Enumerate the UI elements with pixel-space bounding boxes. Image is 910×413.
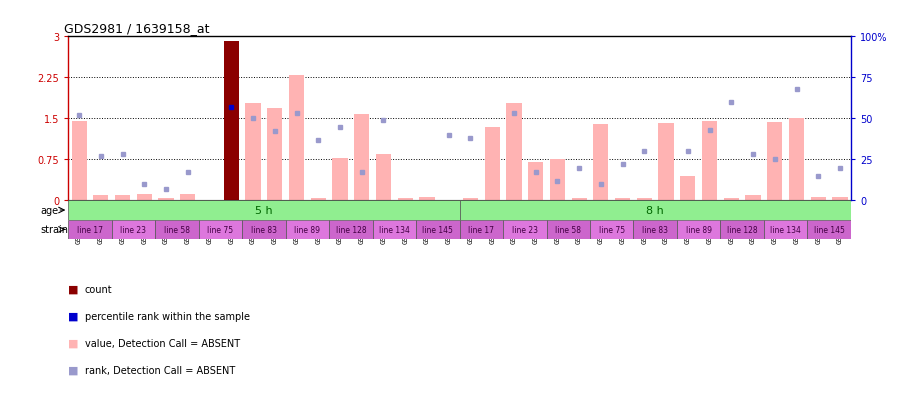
Text: line 89: line 89 <box>294 225 320 234</box>
Text: line 17: line 17 <box>469 225 494 234</box>
Text: age: age <box>40 206 58 216</box>
Bar <box>550 160 565 201</box>
Text: line 58: line 58 <box>164 225 190 234</box>
Text: line 134: line 134 <box>379 225 410 234</box>
Bar <box>702 122 717 201</box>
Text: line 128: line 128 <box>727 225 757 234</box>
Text: rank, Detection Call = ABSENT: rank, Detection Call = ABSENT <box>85 365 235 375</box>
Bar <box>677 220 721 240</box>
Bar <box>811 197 826 201</box>
Bar <box>637 198 652 201</box>
Bar <box>416 220 460 240</box>
Text: line 17: line 17 <box>77 225 103 234</box>
Bar <box>180 194 196 201</box>
Text: line 83: line 83 <box>642 225 668 234</box>
Bar <box>68 220 112 240</box>
Text: count: count <box>85 284 112 294</box>
Bar <box>268 109 282 201</box>
Bar <box>484 127 500 201</box>
Bar <box>590 220 633 240</box>
Bar <box>789 119 804 201</box>
Bar <box>506 104 521 201</box>
Bar <box>246 104 260 201</box>
Text: strain: strain <box>40 225 68 235</box>
Bar <box>767 123 783 201</box>
Bar <box>115 195 130 201</box>
Bar <box>329 220 372 240</box>
Bar <box>593 124 609 201</box>
Text: line 75: line 75 <box>207 225 234 234</box>
Text: ■: ■ <box>68 311 79 321</box>
Bar <box>372 220 416 240</box>
Text: line 23: line 23 <box>511 225 538 234</box>
Bar <box>156 220 198 240</box>
Bar <box>460 220 503 240</box>
Text: line 145: line 145 <box>814 225 844 234</box>
Bar <box>310 198 326 201</box>
Bar <box>332 158 348 201</box>
Text: percentile rank within the sample: percentile rank within the sample <box>85 311 249 321</box>
Text: line 23: line 23 <box>120 225 147 234</box>
Bar <box>420 197 435 201</box>
Bar <box>615 198 631 201</box>
Bar <box>528 163 543 201</box>
Bar <box>503 220 547 240</box>
Bar <box>807 220 851 240</box>
Bar <box>460 201 851 220</box>
Text: line 83: line 83 <box>251 225 277 234</box>
Bar <box>833 197 847 201</box>
Text: line 128: line 128 <box>336 225 366 234</box>
Text: line 145: line 145 <box>422 225 453 234</box>
Text: ■: ■ <box>68 365 79 375</box>
Bar <box>680 176 695 201</box>
Bar <box>723 198 739 201</box>
Bar <box>745 195 761 201</box>
Bar <box>68 201 460 220</box>
Bar <box>198 220 242 240</box>
Bar <box>136 194 152 201</box>
Bar <box>659 123 673 201</box>
Bar <box>112 220 156 240</box>
Bar <box>763 220 807 240</box>
Text: value, Detection Call = ABSENT: value, Detection Call = ABSENT <box>85 338 239 348</box>
Text: 8 h: 8 h <box>646 206 664 216</box>
Bar <box>354 115 369 201</box>
Bar <box>376 154 391 201</box>
Text: ■: ■ <box>68 284 79 294</box>
Bar <box>93 195 108 201</box>
Bar <box>633 220 677 240</box>
Bar <box>242 220 286 240</box>
Bar <box>158 198 174 201</box>
Bar <box>72 122 86 201</box>
Text: line 75: line 75 <box>599 225 625 234</box>
Bar <box>463 198 478 201</box>
Bar <box>286 220 329 240</box>
Bar <box>721 220 763 240</box>
Text: line 89: line 89 <box>685 225 712 234</box>
Bar <box>288 75 304 201</box>
Text: GDS2981 / 1639158_at: GDS2981 / 1639158_at <box>65 21 210 35</box>
Bar <box>224 42 239 201</box>
Bar <box>398 198 413 201</box>
Bar <box>547 220 590 240</box>
Text: 5 h: 5 h <box>255 206 273 216</box>
Bar <box>571 198 587 201</box>
Text: line 134: line 134 <box>770 225 801 234</box>
Text: ■: ■ <box>68 338 79 348</box>
Text: line 58: line 58 <box>555 225 581 234</box>
